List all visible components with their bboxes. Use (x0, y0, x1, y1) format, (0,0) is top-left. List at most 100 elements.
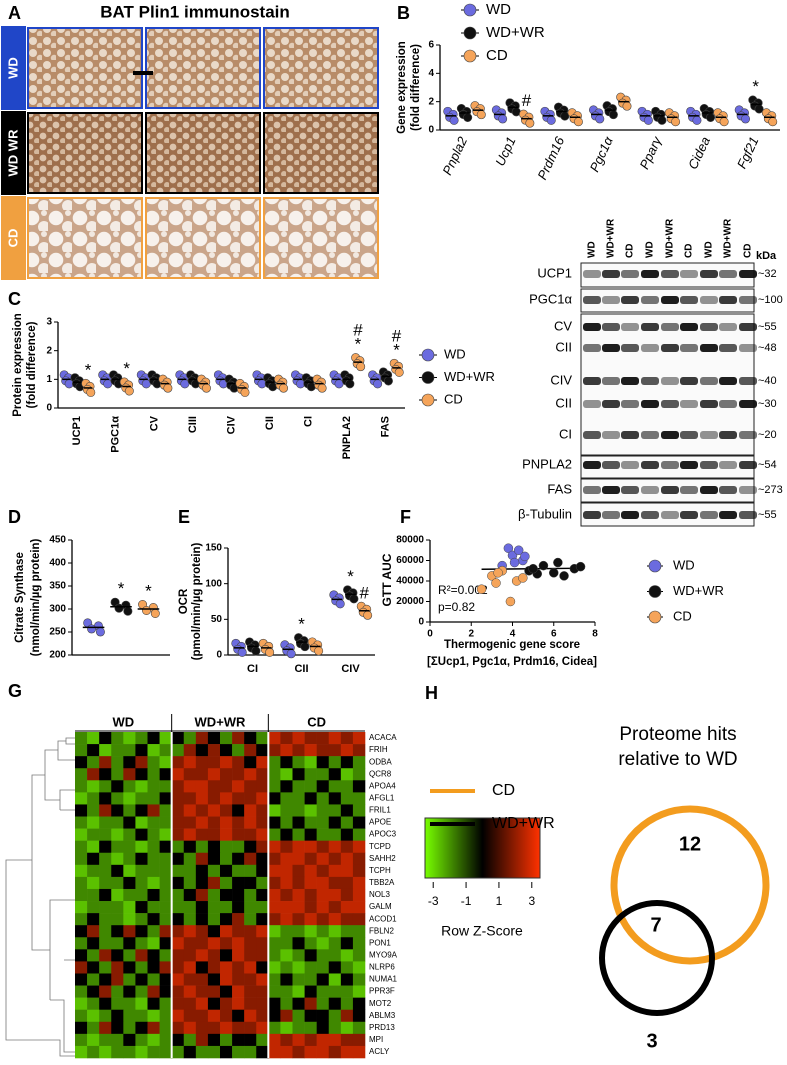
heat-cell (111, 792, 124, 805)
heat-cell (123, 997, 136, 1011)
band (700, 296, 718, 304)
heat-cell (340, 840, 354, 854)
heat-cell (232, 828, 245, 841)
heat-cell (195, 961, 209, 974)
band (680, 431, 698, 439)
x-tick-label: UCP1 (71, 416, 83, 445)
heat-cell (340, 913, 354, 926)
heat-cell (256, 901, 269, 914)
heat-cell (171, 973, 185, 986)
heat-cell (340, 888, 354, 902)
heat-cell (159, 937, 172, 950)
kda-header: kDa (756, 250, 777, 262)
heat-cell (75, 804, 88, 817)
band (739, 511, 757, 519)
data-dot (286, 649, 296, 659)
heat-cell (135, 744, 148, 757)
heat-cell (183, 792, 197, 805)
heat-cell (340, 744, 354, 757)
heat-cell (280, 985, 293, 998)
heat-cell (195, 888, 209, 902)
heat-cell (304, 913, 317, 926)
heat-cell (135, 840, 148, 854)
heat-cell (352, 816, 366, 829)
heat-cell (195, 792, 209, 805)
heat-cell (207, 1033, 221, 1047)
band (739, 400, 757, 408)
row-label: ODBA (369, 757, 392, 766)
heat-cell (316, 852, 330, 866)
heat-cell (147, 864, 160, 878)
heat-cell (280, 792, 293, 805)
heat-cell (220, 913, 233, 926)
significance-mark: * (752, 77, 759, 96)
heat-cell (195, 913, 209, 926)
heat-cell (195, 901, 209, 914)
band (583, 323, 601, 331)
heat-cell (195, 852, 209, 866)
heat-cell (123, 985, 136, 998)
heat-cell (123, 756, 136, 769)
heat-cell (87, 756, 100, 769)
heat-cell (147, 828, 160, 841)
row-label: FRIH (369, 745, 388, 754)
heat-cell (328, 997, 342, 1011)
heat-cell (99, 937, 112, 950)
band (583, 377, 601, 385)
heat-cell (99, 1021, 112, 1035)
heat-cell (340, 949, 354, 962)
heat-cell (232, 973, 245, 986)
data-dot (87, 624, 97, 634)
heat-cell (280, 732, 293, 745)
heat-cell (135, 876, 148, 890)
x-tick-label: CIII (187, 416, 199, 433)
heat-cell (207, 985, 221, 998)
heat-cell (135, 1021, 148, 1035)
heat-cell (352, 1009, 366, 1023)
heat-cell (328, 840, 342, 854)
heat-cell (111, 876, 124, 890)
heat-cell (268, 1021, 281, 1035)
heat-cell (232, 864, 245, 878)
heat-cell (268, 804, 281, 817)
heat-cell (268, 828, 281, 841)
heat-cell (75, 828, 88, 841)
heat-cell (292, 768, 305, 781)
data-dot (449, 115, 459, 125)
heat-cell (147, 997, 160, 1011)
data-dot (394, 367, 404, 377)
heat-cell (220, 804, 233, 817)
data-point (549, 568, 559, 578)
band-kda: ~100 (758, 294, 783, 306)
heat-cell (159, 780, 172, 793)
heat-cell (159, 901, 172, 914)
colorbar-tick-label: 1 (496, 894, 503, 908)
band (661, 323, 679, 331)
band (641, 400, 659, 408)
band (700, 270, 718, 278)
heat-cell (232, 888, 245, 902)
heat-cell (316, 901, 330, 914)
heat-cell (340, 756, 354, 769)
heat-cell (207, 780, 221, 793)
band (719, 431, 737, 439)
data-dot (356, 362, 366, 372)
heat-cell (220, 852, 233, 866)
band (680, 344, 698, 352)
band (583, 486, 601, 494)
heat-cell (123, 913, 136, 926)
band (680, 486, 698, 494)
heat-cell (304, 925, 317, 938)
heat-cell (220, 937, 233, 950)
heat-cell (232, 901, 245, 914)
heat-cell (220, 949, 233, 962)
legend-marker (421, 393, 435, 407)
heat-cell (99, 973, 112, 986)
data-dot (546, 115, 556, 125)
y-tick-label: 100 (205, 578, 222, 589)
heat-cell (87, 864, 100, 878)
band (602, 511, 620, 519)
heat-cell (340, 852, 354, 866)
heat-cell (147, 1021, 160, 1035)
band (621, 270, 639, 278)
